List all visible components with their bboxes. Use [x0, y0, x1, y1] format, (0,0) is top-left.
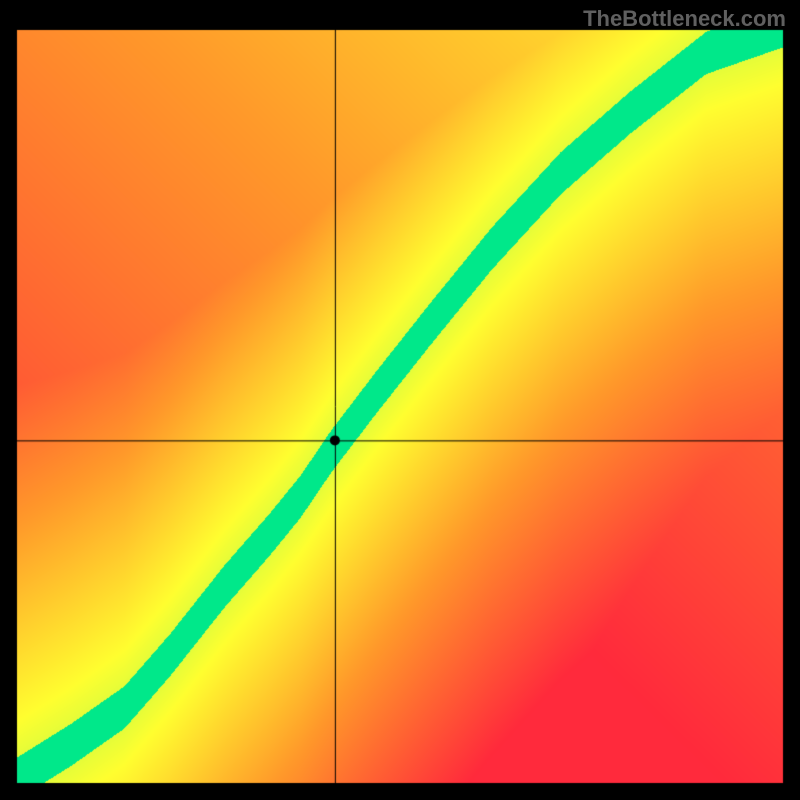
chart-container: TheBottleneck.com — [0, 0, 800, 800]
watermark-text: TheBottleneck.com — [583, 6, 786, 32]
bottleneck-heatmap — [0, 0, 800, 800]
